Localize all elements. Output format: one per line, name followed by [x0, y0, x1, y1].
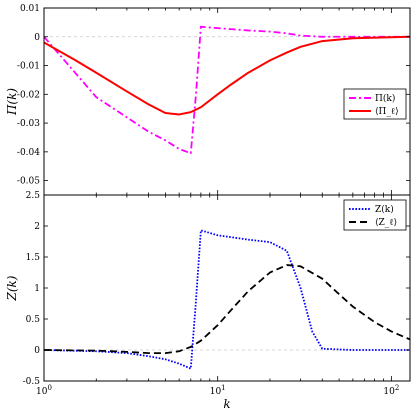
legend-label: Π(k) — [375, 93, 395, 104]
series-line-0-0 — [43, 25, 410, 155]
series-line-1-0 — [43, 229, 410, 370]
y-tick-label: 0.01 — [20, 4, 40, 14]
y-tick-label: 2 — [34, 222, 40, 232]
y-tick-label: -0.04 — [17, 148, 40, 158]
x-axis-label: k — [223, 397, 230, 411]
panel-pi: 0.01 0 -0.01 -0.02 -0.03 -0.04 -0.05 Π(k) — [5, 4, 411, 196]
y-tick-label: 0.5 — [26, 315, 41, 325]
legend-top: Π(k) ⟨Π_ℓ⟩ — [343, 88, 407, 120]
y-tick-label: 0 — [34, 33, 40, 43]
series-line-0-1 — [43, 35, 411, 116]
y-tick-label: 1.5 — [26, 253, 41, 263]
y-tick-label: -0.01 — [17, 62, 40, 72]
legend-box — [343, 88, 407, 120]
panel-z: 2.5 2 1.5 1 0.5 0 -0.5 Z(k) — [5, 191, 411, 387]
y-tick-label: -0.5 — [23, 377, 41, 387]
legend-label: Z(k) — [375, 204, 394, 215]
y-tick-label: -0.03 — [17, 119, 40, 129]
y-tick-label: 1 — [34, 284, 40, 294]
legend-box — [343, 199, 407, 231]
y-axis-label: Z(k) — [5, 275, 19, 301]
y-tick-label: -0.05 — [17, 177, 40, 187]
y-tick-label: -0.02 — [17, 90, 40, 100]
y-axis-label: Π(k) — [5, 88, 19, 116]
x-tick-label: 102 — [383, 384, 399, 397]
legend-label: ⟨Z_ℓ⟩ — [375, 218, 397, 228]
y-tick-label: 0 — [34, 346, 40, 356]
y-tick-label: 2.5 — [26, 191, 41, 201]
x-tick-label: 100 — [36, 384, 52, 397]
legend-label: ⟨Π_ℓ⟩ — [375, 107, 399, 117]
legend-bottom: Z(k) ⟨Z_ℓ⟩ — [343, 199, 407, 231]
series-line-1-1 — [43, 264, 411, 354]
x-tick-label: 101 — [210, 384, 226, 397]
